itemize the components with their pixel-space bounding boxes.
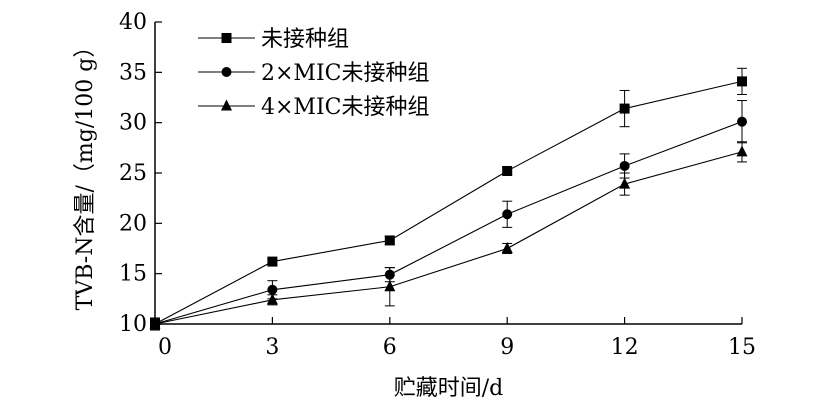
series-0-point-2 xyxy=(384,235,395,246)
series-2-point-2 xyxy=(384,280,396,292)
series-2-point-3 xyxy=(501,242,513,253)
y-tick-label-6: 40 xyxy=(119,10,147,35)
y-tick-label-0: 10 xyxy=(119,312,147,337)
legend-item-1: 2×MIC未接种组 xyxy=(198,61,429,86)
x-tick-label-5: 15 xyxy=(728,335,756,360)
legend-label-2: 4×MIC未接种组 xyxy=(261,95,429,120)
series-0 xyxy=(150,67,747,331)
series-0-point-1 xyxy=(267,256,278,267)
legend-marker-1 xyxy=(221,67,232,77)
series-0-point-4 xyxy=(619,103,630,114)
x-axis-title: 贮藏时间/d xyxy=(394,376,504,401)
x-tick-label-1: 3 xyxy=(265,335,279,360)
legend-marker-0 xyxy=(221,33,232,43)
series-1-point-1 xyxy=(267,284,278,295)
x-tick-label-0: 0 xyxy=(158,335,172,360)
series-1-point-4 xyxy=(619,160,630,171)
legend-label-1: 2×MIC未接种组 xyxy=(261,61,429,86)
x-tick-label-2: 6 xyxy=(383,335,397,360)
series-2-point-1 xyxy=(266,293,278,305)
y-tick-label-3: 25 xyxy=(119,161,147,186)
legend-label-0: 未接种组 xyxy=(261,27,349,52)
y-tick-label-4: 30 xyxy=(119,111,147,136)
legend-marker-2 xyxy=(221,99,232,111)
series-layer xyxy=(149,67,748,331)
series-2-point-4 xyxy=(619,177,631,189)
y-tick-label-5: 35 xyxy=(119,60,147,85)
y-tick-label-1: 15 xyxy=(119,262,147,287)
series-1-point-5 xyxy=(737,116,747,127)
legend-item-2: 4×MIC未接种组 xyxy=(198,95,429,120)
y-axis-title: TVB-N含量/（mg/100 g） xyxy=(73,36,98,311)
series-1-line xyxy=(154,121,743,325)
series-2-point-0 xyxy=(149,317,161,329)
series-1 xyxy=(150,100,747,330)
y-tick-label-2: 20 xyxy=(119,211,147,236)
x-tick-label-3: 9 xyxy=(500,335,514,360)
x-tick-label-4: 12 xyxy=(611,335,639,360)
series-0-point-5 xyxy=(737,76,747,87)
legend-item-0: 未接种组 xyxy=(198,27,349,52)
series-2-line xyxy=(154,151,743,325)
series-2-point-5 xyxy=(736,145,748,157)
legend: 未接种组 2×MIC未接种组 4×MIC未接种组 xyxy=(198,27,429,120)
axes: 10 15 20 25 30 35 40 0 3 6 9 12 15 xyxy=(119,10,756,360)
series-1-point-3 xyxy=(502,209,513,220)
series-2 xyxy=(149,141,748,329)
series-0-point-3 xyxy=(502,165,513,176)
series-0-line xyxy=(154,80,743,325)
